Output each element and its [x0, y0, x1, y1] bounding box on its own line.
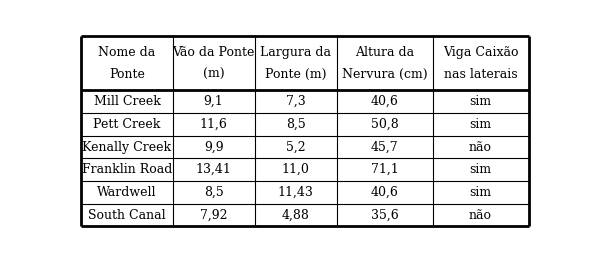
Text: 71,1: 71,1 [371, 163, 399, 176]
Text: sim: sim [469, 163, 491, 176]
Text: Mill Creek: Mill Creek [93, 95, 161, 108]
Text: Nome da: Nome da [98, 46, 155, 59]
Text: Altura da: Altura da [355, 46, 414, 59]
Text: 50,8: 50,8 [371, 118, 399, 131]
Text: 11,0: 11,0 [281, 163, 309, 176]
Text: (m): (m) [203, 68, 224, 81]
Text: 8,5: 8,5 [286, 118, 305, 131]
Text: 7,3: 7,3 [286, 95, 305, 108]
Text: 4,88: 4,88 [281, 209, 309, 222]
Text: Largura da: Largura da [260, 46, 331, 59]
Text: Ponte: Ponte [109, 68, 145, 81]
Text: 11,43: 11,43 [278, 186, 314, 199]
Text: 9,1: 9,1 [203, 95, 224, 108]
Text: Ponte (m): Ponte (m) [265, 68, 326, 81]
Text: Wardwell: Wardwell [97, 186, 156, 199]
Text: 40,6: 40,6 [371, 95, 399, 108]
Text: 7,92: 7,92 [200, 209, 227, 222]
Text: 13,41: 13,41 [196, 163, 231, 176]
Text: nas laterais: nas laterais [444, 68, 518, 81]
Text: Viga Caixão: Viga Caixão [443, 46, 518, 59]
Text: 45,7: 45,7 [371, 141, 399, 154]
Text: Nervura (cm): Nervura (cm) [342, 68, 427, 81]
Text: não: não [469, 141, 492, 154]
Text: 11,6: 11,6 [200, 118, 227, 131]
Text: sim: sim [469, 186, 491, 199]
Text: Kenally Creek: Kenally Creek [82, 141, 171, 154]
Text: 8,5: 8,5 [203, 186, 224, 199]
Text: 40,6: 40,6 [371, 186, 399, 199]
Text: sim: sim [469, 118, 491, 131]
Text: sim: sim [469, 95, 491, 108]
Text: Vão da Ponte: Vão da Ponte [173, 46, 255, 59]
Text: não: não [469, 209, 492, 222]
Text: Franklin Road: Franklin Road [82, 163, 172, 176]
Text: 9,9: 9,9 [204, 141, 223, 154]
Text: South Canal: South Canal [88, 209, 166, 222]
Text: 5,2: 5,2 [286, 141, 305, 154]
Text: 35,6: 35,6 [371, 209, 399, 222]
Text: Pett Creek: Pett Creek [93, 118, 161, 131]
